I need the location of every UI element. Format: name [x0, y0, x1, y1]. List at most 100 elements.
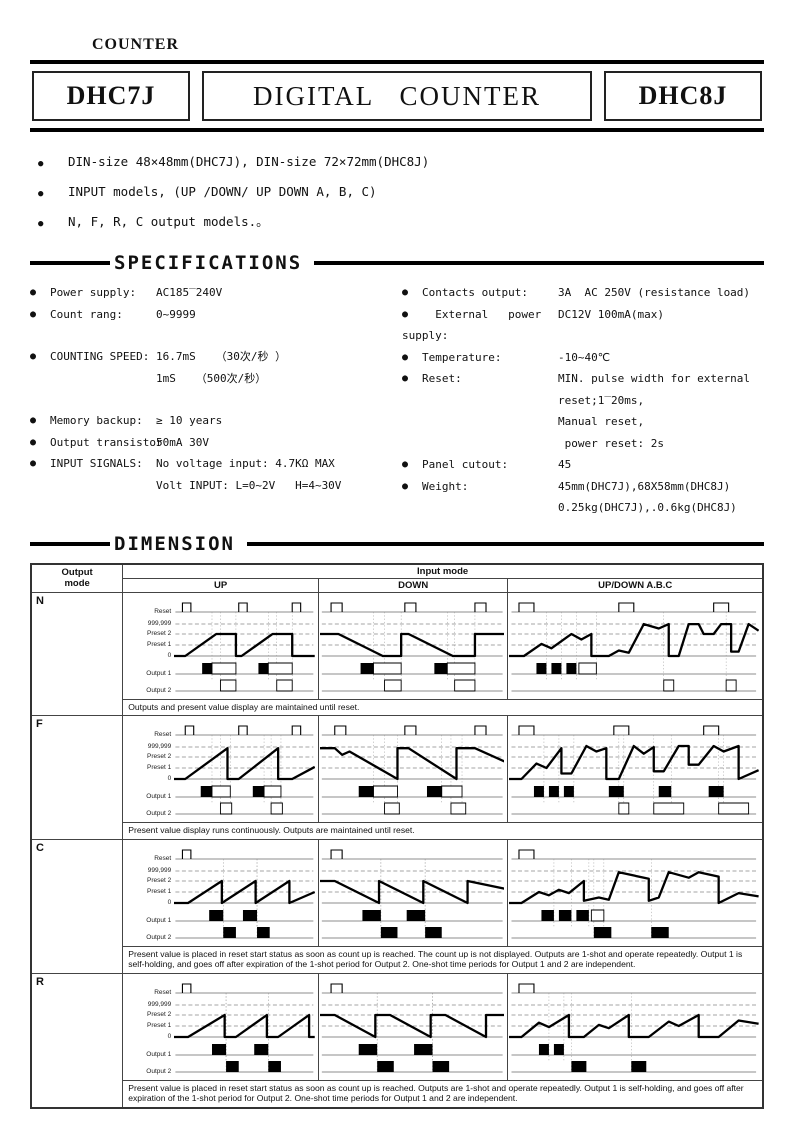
signal-label: Preset 2	[147, 1010, 172, 1018]
signal-label: Output 2	[146, 810, 172, 817]
signal-label: 999,999	[147, 619, 172, 627]
signal-label: Output 2	[146, 933, 172, 941]
waveform-svg	[174, 843, 315, 945]
bullet-icon	[30, 368, 50, 390]
spec-item: Volt INPUT: L=0~2V H=4~30V	[30, 475, 402, 497]
signal-label: 0	[167, 651, 172, 659]
spec-item: ● COUNTING SPEED: 16.7mS （30次/秒 ）	[30, 346, 402, 368]
spec-item: 1mS （500次/秒）	[30, 368, 402, 390]
waveform-svg	[509, 977, 759, 1079]
bullet-icon	[30, 475, 50, 497]
timing-diagram-C-up: Reset 999,999 Preset 2 Preset 1 0 Output 1 Out…	[122, 838, 319, 947]
signal-label-column: Reset 999,999 Preset 2 Preset 1 0 Output 1 Out…	[124, 596, 174, 698]
waveform-svg	[174, 719, 315, 821]
top-rule	[30, 60, 764, 64]
signal-label: Output 1	[146, 1050, 172, 1058]
spec-item: reset;1‾20ms,	[402, 390, 764, 412]
bullet-icon: ●	[30, 287, 37, 298]
input-mode-column-header: DOWN	[317, 577, 509, 593]
spec-spacer	[30, 389, 402, 410]
bullet-icon: ●	[402, 480, 409, 492]
timing-diagram-C-updown	[507, 838, 764, 947]
spec-label: INPUT SIGNALS:	[50, 457, 143, 470]
mode-caption-N: Outputs and present value display are ma…	[122, 698, 764, 716]
feature-text: DIN-size 48×48mm(DHC7J), DIN-size 72×72m…	[68, 154, 430, 169]
bullet-icon: ●	[402, 287, 409, 298]
signal-label: Output 1	[146, 916, 172, 924]
spec-value: reset;1‾20ms,	[558, 393, 645, 407]
timing-diagram-R-down	[317, 972, 509, 1081]
feature-list: ● DIN-size 48×48mm(DHC7J), DIN-size 72×72…	[30, 148, 764, 238]
signal-label: Reset	[154, 731, 172, 738]
spec-item: ● INPUT SIGNALS: No voltage input: 4.7KΩ M…	[30, 453, 402, 475]
signal-label: Preset 1	[147, 887, 172, 895]
spec-label: Panel cutout:	[422, 458, 509, 471]
spec-spacer	[30, 325, 402, 346]
bullet-icon	[402, 411, 422, 433]
signal-label: Reset	[154, 607, 172, 615]
dimension-heading: DIMENSION	[30, 533, 764, 555]
bullet-icon: ●	[30, 436, 37, 448]
spec-value: -10~40℃	[558, 350, 611, 364]
spec-item: ● Temperature: -10~40℃	[402, 347, 764, 369]
signal-label: Reset	[154, 988, 172, 996]
spec-value: AC185‾240V	[156, 286, 223, 299]
spec-label: Memory backup:	[50, 414, 143, 427]
timing-diagram-N-updown	[507, 591, 764, 700]
waveform-svg	[174, 977, 315, 1079]
spec-value: MIN. pulse width for external	[558, 372, 751, 385]
signal-label: Output 2	[146, 686, 172, 694]
signal-label: 0	[167, 775, 172, 782]
signal-label: 0	[167, 898, 172, 906]
mode-caption-F: Present value display runs continuously.…	[122, 822, 764, 840]
input-mode-column-header: UP	[122, 577, 319, 593]
output-mode-header: Output mode	[30, 563, 124, 593]
spec-label	[422, 411, 558, 433]
output-mode-F: F	[30, 715, 124, 840]
timing-diagram-R-up: Reset 999,999 Preset 2 Preset 1 0 Output 1 Out…	[122, 972, 319, 1081]
spec-label: Output transistor	[50, 435, 163, 449]
bullet-icon: ●	[38, 189, 44, 199]
bullet-icon	[402, 497, 422, 519]
bullet-icon	[402, 390, 422, 412]
spec-column-right: ● Contacts output: 3A AC 250V (resistance …	[402, 282, 764, 519]
input-mode-column-header: UP/DOWN A.B.C	[507, 577, 764, 593]
bullet-icon: ●	[30, 308, 37, 320]
title-row: DHC7J DIGITAL COUNTER DHC8J	[32, 71, 762, 121]
waveform-svg	[509, 719, 759, 821]
spec-label: Temperature:	[422, 350, 502, 364]
timing-diagram-R-updown	[507, 972, 764, 1081]
spec-item: ● Memory backup: ≥ 10 years	[30, 410, 402, 432]
bullet-icon: ●	[30, 415, 37, 426]
spec-item: ● Output transistor 50mA 30V	[30, 432, 402, 454]
signal-label: 0	[167, 1032, 172, 1040]
specifications-heading: SPECIFICATIONS	[30, 252, 764, 274]
spec-value: 45	[558, 458, 572, 471]
timing-diagram-C-down	[317, 838, 509, 947]
timing-diagram-N-up: Reset 999,999 Preset 2 Preset 1 0 Output 1 Out…	[122, 591, 319, 700]
model-box-dhc7j: DHC7J	[32, 71, 190, 121]
feature-item: ● INPUT models, (UP /DOWN/ UP DOWN A, B, …	[30, 178, 764, 208]
spec-label	[422, 497, 558, 519]
spec-value: No voltage input: 4.7KΩ MAX	[156, 457, 335, 470]
spec-item: ● Weight: 45mm(DHC7J),68X58mm(DHC8J)	[402, 476, 764, 498]
heading-line-right	[314, 261, 764, 265]
spec-label	[422, 433, 558, 455]
bullet-icon: ●	[402, 351, 409, 363]
signal-label: Preset 2	[147, 753, 172, 760]
spec-item: ● Count rang: 0~9999	[30, 304, 402, 326]
spec-value: Manual reset,	[558, 415, 645, 428]
signal-label: Output 2	[146, 1067, 172, 1075]
spec-value: power reset: 2s	[558, 436, 664, 450]
signal-label: 999,999	[147, 743, 172, 750]
spec-column-left: ● Power supply: AC185‾240V ● Count rang: 0~99…	[30, 282, 402, 519]
signal-label: Preset 1	[147, 640, 172, 648]
input-mode-header: Input mode	[122, 563, 764, 579]
spec-label: Contacts output:	[422, 286, 528, 299]
waveform-svg	[509, 843, 759, 945]
bullet-icon: ●	[38, 159, 44, 169]
output-mode-R: R	[30, 972, 124, 1108]
heading-line-left	[30, 541, 110, 546]
spec-item: supply:	[402, 325, 764, 347]
